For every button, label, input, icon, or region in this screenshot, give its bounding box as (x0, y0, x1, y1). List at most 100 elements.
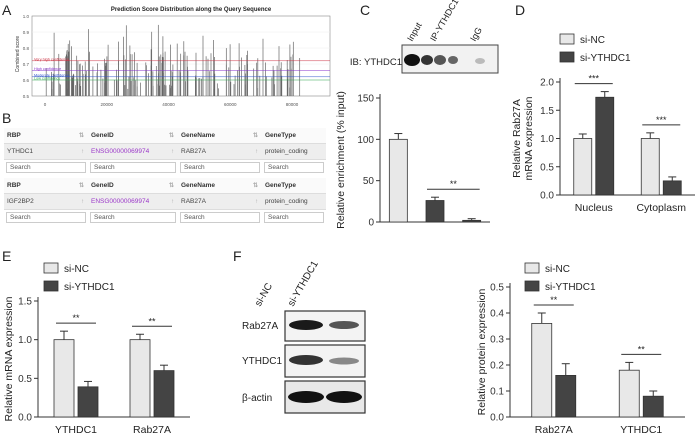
table-cell: protein_coding (265, 198, 308, 205)
sort-icon[interactable]: ⇅ (78, 133, 84, 139)
bar (662, 180, 682, 196)
threshold-label: Very high confidence (34, 57, 69, 61)
search-input[interactable]: Search (264, 161, 324, 173)
search-input[interactable]: Search (90, 211, 176, 223)
panel-label-b: B (2, 110, 12, 126)
panel-label-f: F (233, 248, 242, 264)
sort-icon: ↑ (81, 148, 84, 155)
search-input[interactable]: Search (6, 211, 86, 223)
column-header[interactable]: GeneID ⇅ (91, 132, 174, 139)
y-tick-label: 150 (357, 94, 374, 105)
y-tick-label: 0.8 (23, 46, 30, 51)
sort-icon[interactable]: ⇅ (78, 183, 84, 189)
y-tick-label: 0 (368, 218, 374, 229)
sort-icon: ↑ (255, 148, 258, 155)
y-tick-label: 0.3 (490, 335, 504, 346)
sort-icon[interactable]: ⇅ (168, 183, 174, 189)
x-tick-label: 40000 (162, 102, 175, 107)
column-header[interactable]: GeneName ⇅ (181, 182, 258, 189)
panel-label-e: E (2, 248, 12, 264)
search-input[interactable]: Search (180, 161, 260, 173)
y-axis-label: Relative protein expression (476, 289, 488, 416)
column-header[interactable]: GeneType (265, 182, 296, 189)
blot-band (404, 54, 420, 66)
gene-id-link[interactable]: ENSG00000069974 ↑ (91, 148, 174, 155)
bar (531, 323, 553, 418)
legend-label: si-YTHDC1 (64, 282, 115, 293)
blot-lane-label: Input (405, 20, 424, 43)
x-tick-label: 0 (44, 102, 47, 107)
chart-d: 0.0 0.5 1.0 1.5 2.0 Relative Rab27A mRNA expre… (511, 33, 695, 214)
bar (77, 386, 99, 418)
legend-label: si-YTHDC1 (545, 282, 596, 293)
y-tick-label: 0.5 (540, 162, 554, 173)
x-tick-label: YTHDC1 (55, 424, 97, 436)
legend-swatch (43, 280, 59, 292)
blot-row-label: YTHDC1 (242, 356, 282, 367)
score-distribution-plot: Prediction Score Distribution along the … (15, 7, 331, 107)
y-axis-label: Relative mRNA expression (3, 296, 15, 421)
column-header[interactable]: GeneName ⇅ (181, 132, 258, 139)
blot-band (326, 391, 362, 403)
y-tick-label: 0.0 (18, 413, 32, 424)
y-tick-label: 0.5 (18, 374, 32, 385)
blot-band (448, 56, 458, 64)
blot-row-label: Rab27A (242, 321, 278, 332)
blot-band (329, 321, 359, 329)
table-header-row: RBP ⇅ GeneID ⇅ GeneName ⇅ GeneType (4, 178, 326, 194)
search-input[interactable]: Search (90, 161, 176, 173)
threshold-label: Moderate confidence (34, 73, 69, 77)
sort-icon[interactable]: ⇅ (252, 183, 258, 189)
search-input[interactable]: Search (180, 211, 260, 223)
y-tick-label: 0.1 (490, 387, 504, 398)
rbp-table-2: RBP ⇅ GeneID ⇅ GeneName ⇅ GeneType IGF2BP2 ↑… (4, 178, 326, 224)
significance-label: ** (550, 295, 558, 305)
y-tick-label: 1.5 (18, 297, 32, 308)
sort-icon[interactable]: ⇅ (252, 133, 258, 139)
column-header[interactable]: GeneID ⇅ (91, 182, 174, 189)
sort-icon[interactable]: ⇅ (168, 133, 174, 139)
y-tick-label: 1.0 (18, 335, 32, 346)
significance-label: ** (148, 316, 156, 326)
x-tick-label: 80000 (286, 102, 299, 107)
legend-label: si-NC (580, 35, 605, 46)
search-input[interactable]: Search (6, 161, 86, 173)
bar (640, 138, 660, 196)
rbp-table-1: RBP ⇅ GeneID ⇅ GeneName ⇅ GeneType YTHDC1 ↑ … (4, 128, 326, 174)
legend-label: si-NC (545, 264, 570, 275)
legend-label: si-YTHDC1 (580, 53, 631, 64)
bar (462, 219, 482, 223)
blot-band (289, 320, 323, 330)
sort-icon: ↑ (81, 198, 84, 205)
column-header[interactable]: GeneType (265, 132, 296, 139)
y-tick-label: 0.7 (23, 62, 30, 67)
table-header-row: RBP ⇅ GeneID ⇅ GeneName ⇅ GeneType (4, 128, 326, 144)
y-axis-label: mRNA expression (523, 96, 535, 180)
sort-icon: ↑ (255, 198, 258, 205)
y-tick-label: 0.9 (23, 30, 30, 35)
bar (388, 138, 408, 223)
legend-swatch (559, 51, 575, 63)
score-plot-title: Prediction Score Distribution along the … (111, 7, 272, 13)
significance-label: *** (656, 115, 667, 125)
bar (129, 339, 151, 418)
bar (618, 369, 640, 418)
y-tick-label: 1.0 (23, 14, 30, 19)
y-tick-label: 0.0 (540, 191, 554, 202)
table-cell: IGF2BP2 ↑ (7, 198, 84, 205)
table-row: IGF2BP2 ↑ ENSG00000069974 ↑ RAB27A ↑ protei… (4, 194, 326, 210)
bar (555, 375, 577, 418)
y-tick-label: 0.4 (490, 309, 504, 320)
legend-swatch (559, 33, 575, 45)
blot-band (475, 58, 485, 64)
bar (53, 339, 75, 418)
gene-id-link[interactable]: ENSG00000069974 ↑ (91, 198, 174, 205)
x-tick-label: 60000 (224, 102, 237, 107)
column-header[interactable]: RBP ⇅ (7, 182, 84, 189)
column-header[interactable]: RBP ⇅ (7, 132, 84, 139)
legend-swatch (524, 262, 540, 274)
search-input[interactable]: Search (264, 211, 324, 223)
bar (425, 200, 445, 223)
significance-label: *** (588, 74, 599, 84)
